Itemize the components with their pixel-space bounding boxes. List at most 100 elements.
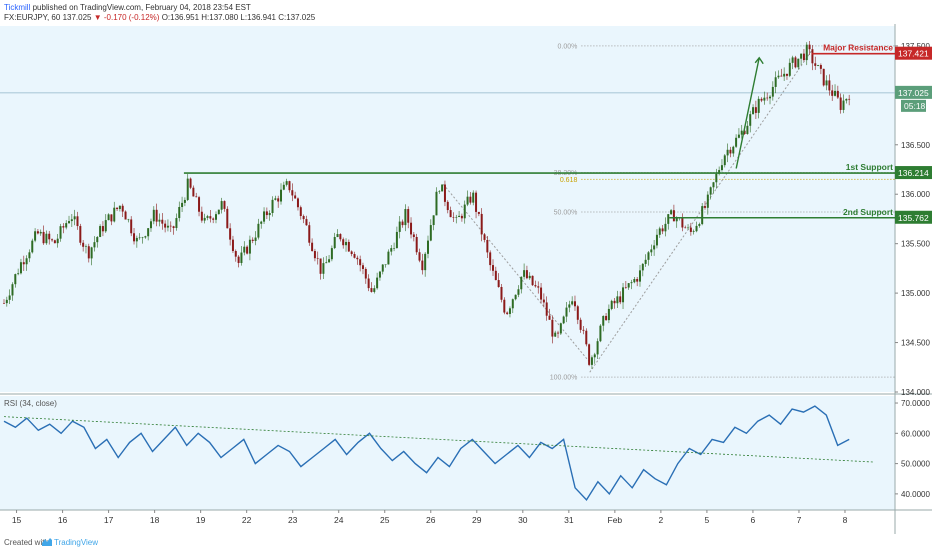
- candle-body: [113, 207, 116, 222]
- candle-body: [237, 256, 240, 264]
- candle-body: [655, 234, 658, 246]
- candle-body: [339, 234, 342, 240]
- candle-body: [378, 271, 381, 278]
- candle-body: [630, 282, 633, 284]
- candle-body: [777, 75, 780, 78]
- time-tick-label: 18: [150, 515, 160, 525]
- candle-body: [336, 234, 339, 238]
- candle-body: [192, 187, 195, 197]
- candle-body: [410, 222, 413, 235]
- candle-body: [376, 277, 379, 289]
- candle-body: [752, 107, 755, 115]
- candle-body: [333, 237, 336, 249]
- candle-body: [698, 224, 701, 226]
- candle-body: [675, 218, 678, 222]
- candle-body: [260, 221, 263, 224]
- candle-body: [311, 242, 314, 252]
- candle-body: [576, 306, 579, 320]
- candle-body: [99, 226, 102, 237]
- candle-body: [469, 196, 472, 203]
- candle-body: [811, 49, 814, 64]
- tradingview-brand[interactable]: TradingView: [54, 538, 99, 547]
- candle-body: [684, 227, 687, 229]
- time-tick-label: 2: [659, 515, 664, 525]
- price-tick-label: 134.500: [901, 339, 930, 348]
- candle-body: [45, 233, 48, 244]
- candle-body: [528, 275, 531, 279]
- candle-body: [689, 227, 692, 232]
- candle-body: [84, 246, 87, 247]
- rsi-tick-label: 40.0000: [901, 490, 930, 499]
- candle-body: [517, 289, 520, 295]
- candle-body: [424, 253, 427, 271]
- candle-body: [769, 96, 772, 99]
- candle-body: [164, 223, 167, 228]
- candle-body: [783, 73, 786, 77]
- candle-body: [393, 248, 396, 249]
- projection-arrow: [735, 57, 760, 169]
- candle-body: [68, 221, 71, 224]
- candle-body: [361, 265, 364, 269]
- time-tick-label: 31: [564, 515, 574, 525]
- candle-body: [599, 325, 602, 342]
- candle-body: [718, 170, 721, 174]
- candle-body: [325, 262, 328, 264]
- candle-body: [70, 219, 73, 222]
- candle-body: [347, 241, 350, 252]
- candle-body: [475, 192, 478, 212]
- candle-body: [839, 97, 842, 110]
- candle-body: [506, 312, 509, 314]
- candle-body: [398, 221, 401, 232]
- candle-body: [766, 97, 769, 99]
- candle-body: [212, 218, 215, 220]
- candle-body: [418, 252, 421, 261]
- candle-body: [282, 184, 285, 190]
- publisher-name[interactable]: Tickmill: [4, 3, 31, 12]
- candle-body: [749, 114, 752, 126]
- chart-area[interactable]: 137.500137.000136.500136.000135.500135.0…: [0, 24, 932, 534]
- candle-body: [695, 225, 698, 232]
- candle-body: [322, 263, 325, 274]
- candle-body: [571, 301, 574, 305]
- created-with-text: Created with: [4, 538, 49, 547]
- candle-body: [31, 240, 34, 253]
- candle-body: [831, 90, 834, 96]
- candle-body: [104, 220, 107, 232]
- candle-body: [808, 44, 811, 50]
- candle-body: [486, 239, 489, 253]
- candle-body: [825, 80, 828, 86]
- candle-body: [638, 270, 641, 282]
- candle-body: [274, 198, 277, 200]
- candle-body: [189, 178, 192, 188]
- candle-body: [723, 155, 726, 166]
- candle-body: [472, 192, 475, 203]
- candle-body: [118, 205, 121, 210]
- time-tick-label: 19: [196, 515, 206, 525]
- candle-body: [426, 240, 429, 254]
- candle-body: [209, 216, 212, 219]
- candle-body: [590, 357, 593, 365]
- candle-body: [226, 208, 229, 229]
- candle-body: [305, 219, 308, 226]
- candle-body: [452, 217, 455, 218]
- candle-body: [107, 214, 110, 221]
- candle-body: [240, 252, 243, 264]
- candle-body: [36, 231, 39, 234]
- candle-body: [619, 296, 622, 303]
- candle-body: [302, 216, 305, 220]
- candle-body: [353, 254, 356, 258]
- symbol-ohlc: O:136.951 H:137.080 L:136.941 C:137.025: [161, 13, 316, 22]
- candle-body: [797, 58, 800, 68]
- candle-body: [712, 182, 715, 188]
- candle-body: [152, 209, 155, 222]
- rsi-tick-label: 50.0000: [901, 460, 930, 469]
- candle-body: [313, 251, 316, 259]
- candle-body: [308, 225, 311, 243]
- candle-body: [415, 236, 418, 253]
- rsi-pane[interactable]: [0, 396, 895, 510]
- level-price-tag: [895, 166, 932, 180]
- symbol-last: 137.025: [62, 13, 92, 22]
- candle-body: [757, 98, 760, 113]
- candle-body: [82, 242, 85, 247]
- candle-body: [342, 239, 345, 246]
